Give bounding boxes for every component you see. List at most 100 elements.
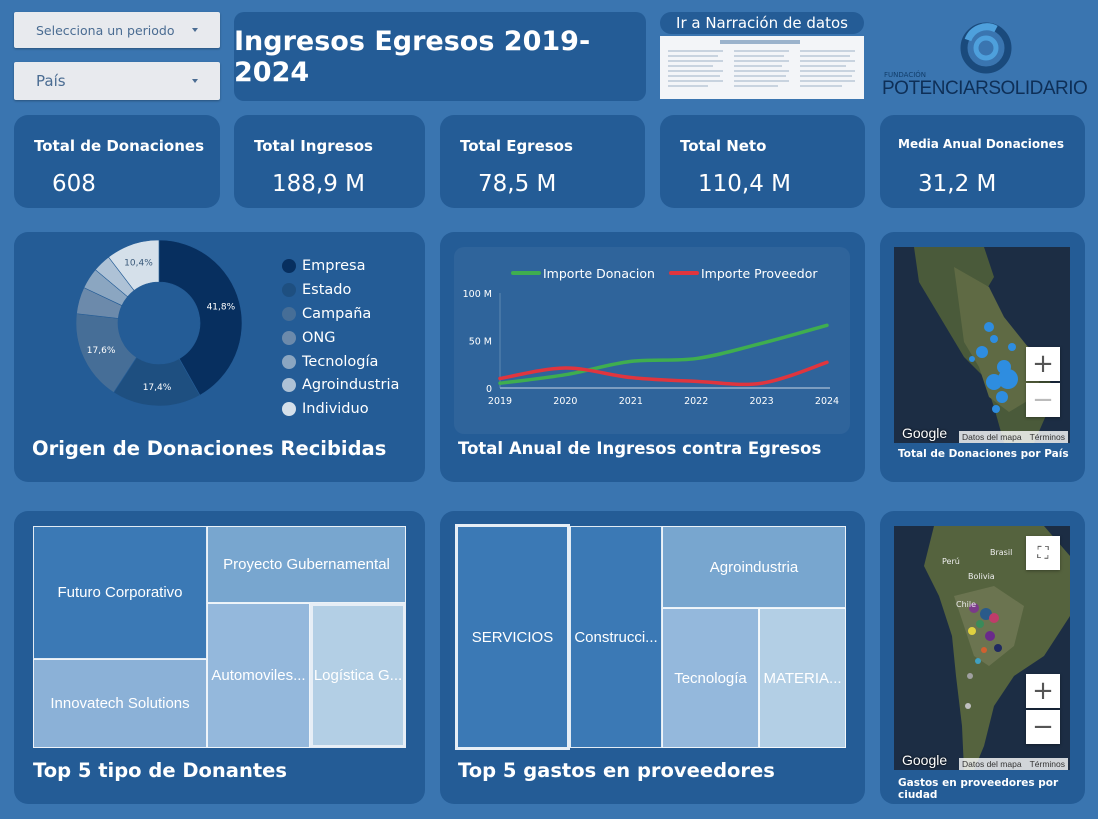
map-attribution: Datos del mapa Términos <box>959 431 1068 443</box>
fullscreen-button[interactable]: ⛶ <box>1026 536 1060 570</box>
donor-treemap-title: Top 5 tipo de Donantes <box>33 759 287 782</box>
google-logo: Google <box>902 425 948 441</box>
treemap-cell[interactable]: Futuro Corporativo <box>33 526 207 659</box>
legend-item[interactable]: Empresa <box>282 258 366 274</box>
x-tick-label: 2024 <box>815 396 839 407</box>
kpi-label: Total Egresos <box>460 137 573 155</box>
narrative-thumbnail[interactable] <box>660 36 864 99</box>
map-label-bolivia: Bolivia <box>968 572 995 581</box>
legend-item[interactable]: Individuo <box>282 401 369 417</box>
zoom-in-button[interactable]: + <box>1026 674 1060 708</box>
x-tick-label: 2022 <box>684 396 708 407</box>
x-tick-label: 2019 <box>488 396 512 407</box>
line-chart-panel <box>454 247 850 434</box>
pie-slice[interactable] <box>108 239 160 291</box>
suppliers-map[interactable]: Brasil Perú Bolivia Chile ⛶ + − Google D… <box>894 526 1070 770</box>
series-line[interactable] <box>498 360 829 387</box>
kpi-card-annual-mean: Media Anual Donaciones 31,2 M <box>880 115 1085 208</box>
kpi-value: 31,2 M <box>918 171 997 197</box>
legend-item[interactable]: Tecnología <box>282 354 378 370</box>
map-terms-link[interactable]: Términos <box>1029 759 1065 769</box>
legend-swatch <box>282 283 296 297</box>
y-tick-label: 100 M <box>463 289 492 300</box>
y-tick-label: 50 M <box>469 337 492 348</box>
org-logo: FUNDACIÓN POTENCIARSOLIDARIO <box>880 20 1088 100</box>
treemap-cell[interactable]: Agroindustria <box>662 526 846 608</box>
legend-item[interactable]: Agroindustria <box>282 377 399 393</box>
donations-map-card: + − Google Datos del mapa Términos Total… <box>880 232 1085 482</box>
legend-item[interactable]: Estado <box>282 282 351 298</box>
line-chart[interactable]: 0 50 M 100 M 2019 2020 2021 2022 2023 2024 Import… <box>440 232 865 442</box>
kpi-label: Total de Donaciones <box>34 137 205 155</box>
legend-label: Campaña <box>302 306 372 322</box>
legend-item[interactable]: Campaña <box>282 306 371 322</box>
legend-label: ONG <box>302 330 336 346</box>
map-data-link[interactable]: Datos del mapa <box>962 759 1022 769</box>
legend-label[interactable]: Importe Proveedor <box>701 266 818 281</box>
google-logo: Google <box>902 752 948 768</box>
legend-item[interactable]: ONG <box>282 330 336 346</box>
pie-slice-label: 10,4% <box>124 258 153 268</box>
kpi-value: 78,5 M <box>478 171 557 197</box>
donations-map[interactable]: + − Google Datos del mapa Términos <box>894 247 1070 443</box>
donut-chart-title: Origen de Donaciones Recibidas <box>32 437 387 460</box>
donut-chart-card: 41,8% 17,4% 17,6% 10,4% Empresa Estado Camp… <box>14 232 425 482</box>
map-data-link[interactable]: Datos del mapa <box>962 432 1022 442</box>
zoom-in-button[interactable]: + <box>1026 347 1060 381</box>
suppliers-map-caption: Gastos en proveedores por ciudad <box>898 777 1059 801</box>
treemap-cell[interactable]: Tecnología <box>662 608 759 748</box>
page-title-card: Ingresos Egresos 2019-2024 <box>234 12 646 101</box>
line-chart-title: Total Anual de Ingresos contra Egresos <box>458 439 822 458</box>
pie-slice-label: 41,8% <box>207 303 236 313</box>
suppliers-map-card: Brasil Perú Bolivia Chile ⛶ + − Google D… <box>880 511 1085 804</box>
zoom-out-button[interactable]: − <box>1026 710 1060 744</box>
zoom-out-button[interactable]: − <box>1026 383 1060 417</box>
donut-chart[interactable]: 41,8% 17,4% 17,6% 10,4% <box>14 232 425 432</box>
legend-swatch <box>282 331 296 345</box>
treemap-label: Innovatech Solutions <box>50 695 190 712</box>
treemap-cell[interactable]: MATERIA... <box>759 608 846 748</box>
series-line[interactable] <box>498 323 829 385</box>
treemap-label: Construcci... <box>574 628 658 646</box>
kpi-label: Media Anual Donaciones <box>898 137 1064 151</box>
kpi-value: 110,4 M <box>698 171 791 197</box>
logo-emblem-icon <box>960 22 1012 74</box>
kpi-label: Total Ingresos <box>254 137 373 155</box>
x-tick-label: 2023 <box>750 396 774 407</box>
period-dropdown-label: Selecciona un periodo <box>36 22 175 38</box>
treemap-cell[interactable]: Automoviles... <box>207 603 310 748</box>
pie-slice-label: 17,4% <box>143 383 172 393</box>
treemap-label: Tecnología <box>674 669 747 687</box>
legend-label[interactable]: Importe Donacion <box>543 266 655 281</box>
kpi-card-total-income: Total Ingresos 188,9 M <box>234 115 425 208</box>
page-title: Ingresos Egresos 2019-2024 <box>234 25 591 88</box>
pie-slice[interactable] <box>158 239 243 396</box>
treemap-cell[interactable]: Innovatech Solutions <box>33 659 207 748</box>
map-label-peru: Perú <box>942 557 960 566</box>
document-thumbnail-icon <box>668 40 855 87</box>
kpi-value: 608 <box>52 171 96 197</box>
kpi-card-total-donations: Total de Donaciones 608 <box>14 115 220 208</box>
legend-swatch <box>282 378 296 392</box>
treemap-label: SERVICIOS <box>471 628 554 646</box>
treemap-cell[interactable]: Proyecto Gubernamental <box>207 526 406 603</box>
period-dropdown[interactable]: Selecciona un periodo <box>14 12 220 48</box>
legend-label: Tecnología <box>302 354 379 370</box>
donations-map-caption: Total de Donaciones por País <box>898 448 1069 460</box>
treemap-cell[interactable]: Construcci... <box>570 526 662 748</box>
legend-label: Individuo <box>302 401 369 417</box>
treemap-cell[interactable]: SERVICIOS <box>455 524 570 750</box>
treemap-cell[interactable]: Logística G... <box>310 603 406 748</box>
line-chart-card: 0 50 M 100 M 2019 2020 2021 2022 2023 2024 Import… <box>440 232 865 482</box>
map-attribution: Datos del mapa Términos <box>959 758 1068 770</box>
narrative-link[interactable]: Ir a Narración de datos <box>660 12 864 34</box>
legend-label: Estado <box>302 282 352 298</box>
supplier-treemap-card: SERVICIOS Construcci... Agroindustria Te… <box>440 511 865 804</box>
map-terms-link[interactable]: Términos <box>1029 432 1065 442</box>
country-dropdown[interactable]: País <box>14 62 220 100</box>
kpi-label: Total Neto <box>680 137 767 155</box>
chevron-down-icon <box>192 79 198 83</box>
org-name-part-a: POTENCIAR <box>882 78 989 99</box>
narrative-link-label: Ir a Narración de datos <box>676 14 848 32</box>
kpi-card-total-net: Total Neto 110,4 M <box>660 115 865 208</box>
